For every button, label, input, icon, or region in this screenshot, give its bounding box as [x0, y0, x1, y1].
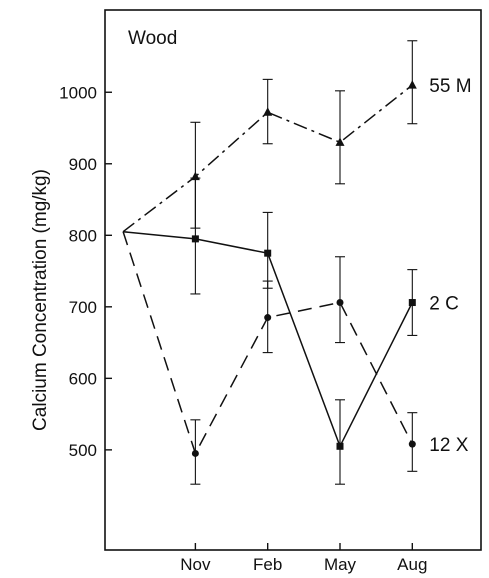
- series-55-m: 55 M: [122, 40, 472, 233]
- x-tick-label: Feb: [253, 555, 282, 574]
- series-label: 55 M: [429, 76, 471, 97]
- plot-border: [104, 9, 482, 551]
- series-2-c: 2 C: [123, 177, 459, 485]
- y-tick-label: 500: [69, 441, 97, 460]
- data-point-square: [191, 235, 199, 243]
- x-tick-label: May: [324, 555, 357, 574]
- data-point-triangle: [335, 137, 345, 146]
- data-point-circle: [191, 449, 199, 457]
- y-tick-label: 1000: [59, 83, 97, 102]
- y-axis-ticks: 500 600 700 800 900 1000: [59, 83, 112, 460]
- data-point-triangle: [407, 80, 417, 89]
- data-point-triangle: [263, 107, 273, 116]
- plot-frame: [104, 9, 482, 551]
- data-point-circle: [408, 440, 416, 448]
- y-tick-label: 800: [69, 226, 97, 245]
- x-axis-ticks: Nov Feb May Aug: [180, 543, 427, 574]
- x-tick-label: Nov: [180, 555, 211, 574]
- series-12-x: 12 X: [122, 231, 469, 485]
- y-tick-label: 600: [69, 369, 97, 388]
- series-line: [122, 84, 413, 233]
- data-point-circle: [264, 314, 272, 322]
- data-point-circle: [336, 299, 344, 307]
- y-tick-label: 700: [69, 298, 97, 317]
- chart-title: Wood: [128, 28, 177, 49]
- data-point-square: [408, 299, 416, 307]
- series-layer: 55 M 2 C 12 X: [122, 40, 472, 485]
- x-tick-label: Aug: [397, 555, 427, 574]
- series-label: 2 C: [429, 294, 459, 315]
- series-label: 12 X: [429, 435, 468, 456]
- y-tick-label: 900: [69, 155, 97, 174]
- data-point-square: [336, 442, 344, 450]
- data-point-square: [264, 249, 272, 257]
- y-axis-label: Calcium Concentration (mg/kg): [30, 169, 51, 431]
